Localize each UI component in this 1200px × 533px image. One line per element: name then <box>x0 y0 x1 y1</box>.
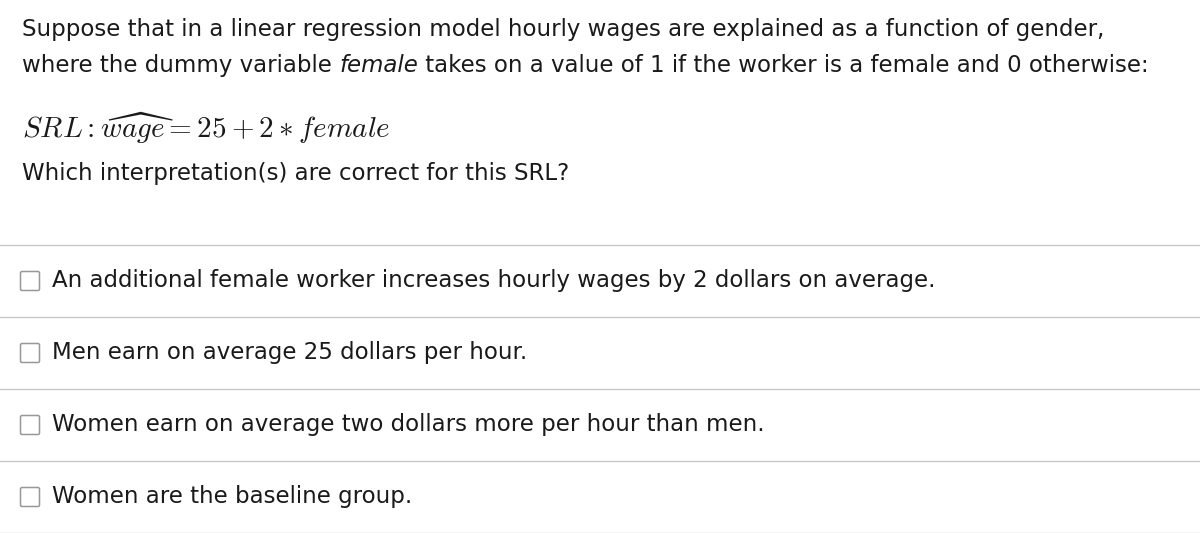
Text: Women are the baseline group.: Women are the baseline group. <box>52 484 413 507</box>
Text: female: female <box>340 54 418 77</box>
Text: Suppose that in a linear regression model hourly wages are explained as a functi: Suppose that in a linear regression mode… <box>22 18 1104 41</box>
Text: takes on a value of 1 if the worker is a female and 0 otherwise:: takes on a value of 1 if the worker is a… <box>418 54 1148 77</box>
FancyBboxPatch shape <box>20 488 40 506</box>
FancyBboxPatch shape <box>20 271 40 290</box>
FancyBboxPatch shape <box>20 416 40 434</box>
Text: Women earn on average two dollars more per hour than men.: Women earn on average two dollars more p… <box>52 413 764 435</box>
Text: $\mathit{SRL} : \widehat{\mathit{wage}} = 25 + 2 * \mathit{female}$: $\mathit{SRL} : \widehat{\mathit{wage}} … <box>22 110 390 146</box>
Text: An additional female worker increases hourly wages by 2 dollars on average.: An additional female worker increases ho… <box>52 269 936 292</box>
Text: Which interpretation(s) are correct for this SRL?: Which interpretation(s) are correct for … <box>22 162 569 185</box>
FancyBboxPatch shape <box>20 343 40 362</box>
Text: Men earn on average 25 dollars per hour.: Men earn on average 25 dollars per hour. <box>52 341 527 364</box>
Text: where the dummy variable: where the dummy variable <box>22 54 340 77</box>
